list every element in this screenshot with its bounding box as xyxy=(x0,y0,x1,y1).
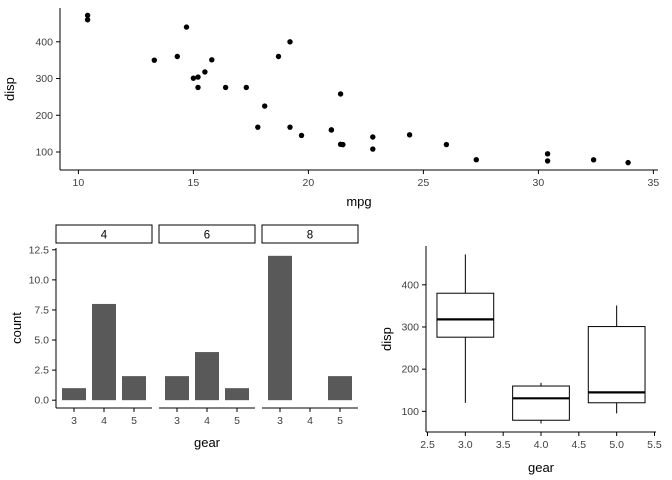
tick-label: 3 xyxy=(277,415,283,427)
tick-label: 12.5 xyxy=(29,244,50,256)
scatter-x-axis-title: mpg xyxy=(346,194,371,209)
scatter-point xyxy=(84,17,91,23)
box-plot-disp-by-gear: 2.5 3.0 3.5 4.0 4.5 5.0 5.5 100 200 300 400 gear d… xyxy=(378,238,666,478)
box xyxy=(512,385,570,421)
box-x-axis-title: gear xyxy=(528,460,555,475)
scatter-y-axis-title: disp xyxy=(2,77,17,101)
box xyxy=(587,326,646,404)
tick-label: 35 xyxy=(648,177,660,189)
tick-label: 4 xyxy=(101,415,107,427)
scatter-point xyxy=(625,159,631,166)
box-marks-layer: 2.5 3.0 3.5 4.0 4.5 5.0 5.5 100 200 300 400 xyxy=(401,246,662,451)
scatter-point xyxy=(202,69,208,75)
tick-label: 5 xyxy=(131,415,137,427)
scatter-point xyxy=(190,75,197,81)
tick-label: 300 xyxy=(35,73,53,85)
tick-label: 4 xyxy=(204,415,210,427)
scatter-point xyxy=(443,141,450,148)
tick-label: 20 xyxy=(303,177,315,189)
tick-label: 5.5 xyxy=(647,439,662,451)
tick-label: 5.0 xyxy=(609,439,624,451)
tick-label: 300 xyxy=(401,321,419,333)
scatter-point xyxy=(151,57,157,63)
scatter-point xyxy=(337,141,344,147)
scatter-point xyxy=(337,91,344,97)
scatter-point xyxy=(275,53,282,60)
scatter-point xyxy=(590,157,597,163)
tick-label: 100 xyxy=(35,147,53,159)
tick-label: 10 xyxy=(73,177,85,189)
scatter-point xyxy=(370,134,376,140)
tick-label: 400 xyxy=(35,36,53,48)
tick-label: 5 xyxy=(337,415,343,427)
box-y-axis-title: disp xyxy=(379,327,394,351)
tick-label: 3.0 xyxy=(458,439,473,451)
scatter-plot-disp-vs-mpg: 10 15 20 25 30 35 100 200 300 400 mpg disp xyxy=(0,0,672,212)
scatter-point xyxy=(84,12,91,19)
tick-label: 4.0 xyxy=(534,439,549,451)
tick-label: 15 xyxy=(188,177,200,189)
bar xyxy=(195,352,219,401)
box xyxy=(436,292,495,338)
facet-strip xyxy=(158,224,256,244)
bar xyxy=(92,303,116,401)
tick-label: 8 xyxy=(307,230,313,242)
bar xyxy=(122,376,146,401)
scatter-point xyxy=(222,84,229,91)
tick-label: 200 xyxy=(401,364,419,376)
tick-label: 3 xyxy=(71,415,77,427)
bar xyxy=(62,388,86,401)
scatter-point xyxy=(243,84,249,91)
faceted-bar-chart-count-by-gear: 0.0 2.5 5.0 7.5 10.0 12.5 4 3 4 5 6 3 4 5 8 3 4 5 gear co… xyxy=(8,222,364,452)
scatter-point xyxy=(544,151,551,157)
tick-label: 2.5 xyxy=(420,439,435,451)
bar xyxy=(225,388,249,401)
scatter-point xyxy=(406,132,413,138)
bar-y-axis-title: count xyxy=(9,312,24,344)
scatter-point xyxy=(328,127,335,133)
tick-label: 200 xyxy=(35,110,53,122)
tick-label: 30 xyxy=(533,177,545,189)
tick-label: 5 xyxy=(234,415,240,427)
scatter-marks-layer: 10 15 20 25 30 35 100 200 300 400 xyxy=(35,8,659,189)
tick-label: 25 xyxy=(418,177,430,189)
facet-strip xyxy=(55,224,153,244)
bar-x-axis-title: gear xyxy=(194,435,221,450)
tick-label: 100 xyxy=(401,406,419,418)
scatter-point xyxy=(370,146,376,152)
scatter-point xyxy=(183,24,190,30)
tick-label: 3.5 xyxy=(496,439,511,451)
tick-label: 10.0 xyxy=(29,274,50,286)
tick-label: 4 xyxy=(307,415,313,427)
tick-label: 0.0 xyxy=(34,395,49,407)
bar xyxy=(328,376,352,401)
scatter-point xyxy=(255,124,261,130)
scatter-point xyxy=(195,74,201,80)
tick-label: 7.5 xyxy=(34,304,49,316)
tick-label: 4 xyxy=(101,230,108,242)
bar xyxy=(268,255,292,401)
tick-label: 400 xyxy=(401,279,419,291)
scatter-point xyxy=(195,84,201,91)
bar xyxy=(165,376,189,401)
scatter-point xyxy=(287,39,293,45)
bar-marks-layer: 0.0 2.5 5.0 7.5 10.0 12.5 4 3 4 5 6 3 4 5 8 3 4 5 xyxy=(29,224,359,427)
scatter-point xyxy=(174,53,180,60)
scatter-point xyxy=(209,57,215,63)
tick-label: 2.5 xyxy=(34,365,49,377)
tick-label: 4.5 xyxy=(572,439,587,451)
scatter-point xyxy=(298,132,305,139)
scatter-point xyxy=(262,103,268,109)
scatter-point xyxy=(473,157,479,163)
tick-label: 3 xyxy=(174,415,180,427)
scatter-point xyxy=(544,158,551,164)
tick-label: 5.0 xyxy=(34,335,49,347)
scatter-point xyxy=(287,124,293,130)
facet-strip xyxy=(261,224,359,244)
tick-label: 6 xyxy=(204,230,210,242)
